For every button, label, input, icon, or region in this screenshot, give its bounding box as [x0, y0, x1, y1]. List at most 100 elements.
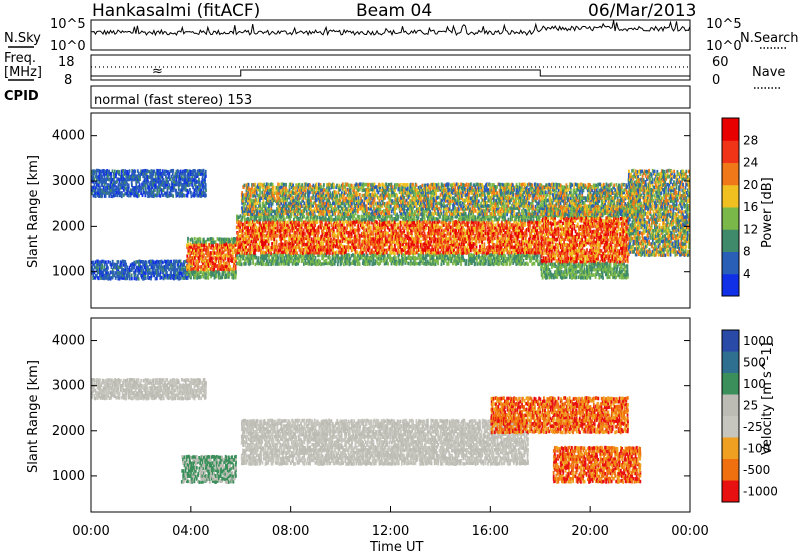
heatmap-cell [456, 214, 459, 218]
heatmap-cell [284, 225, 287, 230]
heatmap-cell [126, 186, 129, 190]
heatmap-cell [489, 231, 492, 236]
heatmap-cell [441, 243, 444, 247]
heatmap-cell [499, 258, 502, 263]
heatmap-cell [470, 255, 473, 260]
power-heatmap-data [91, 168, 690, 281]
heatmap-cell [106, 171, 108, 176]
heatmap-cell [313, 239, 316, 244]
heatmap-cell [255, 214, 258, 218]
heatmap-cell [511, 259, 513, 263]
heatmap-cell [465, 259, 468, 263]
heatmap-cell [498, 254, 501, 258]
heatmap-cell [416, 237, 419, 242]
heatmap-cell [367, 229, 370, 233]
heatmap-cell [291, 220, 294, 224]
heatmap-cell [151, 265, 154, 270]
heatmap-cell [336, 223, 339, 228]
heatmap-cell [331, 244, 334, 249]
heatmap-cell [436, 225, 438, 230]
heatmap-cell [457, 222, 460, 227]
heatmap-cell [95, 185, 98, 189]
heatmap-cell [349, 245, 352, 250]
heatmap-cell [92, 180, 95, 184]
heatmap-cell [182, 169, 184, 174]
heatmap-cell [465, 239, 468, 243]
heatmap-cell [487, 240, 489, 244]
heatmap-cell [274, 247, 277, 252]
heatmap-cell [392, 233, 395, 238]
heatmap-cell [382, 256, 385, 260]
heatmap-cell [305, 234, 308, 239]
heatmap-cell [387, 231, 389, 236]
heatmap-cell [279, 246, 281, 250]
heatmap-cell [204, 256, 207, 260]
heatmap-cell [438, 237, 441, 241]
heatmap-cell [356, 214, 359, 218]
heatmap-cell [253, 253, 256, 257]
heatmap-cell [493, 218, 496, 222]
heatmap-cell [448, 231, 451, 236]
heatmap-cell [110, 188, 113, 192]
heatmap-cell [299, 254, 302, 258]
heatmap-cell [382, 253, 385, 258]
heatmap-cell [176, 273, 179, 277]
heatmap-cell [192, 178, 195, 182]
heatmap-cell [132, 262, 135, 266]
heatmap-cell [375, 255, 378, 260]
heatmap-cell [446, 225, 448, 230]
heatmap-cell [231, 254, 234, 258]
heatmap-cell [241, 237, 244, 242]
heatmap-cell [407, 226, 410, 230]
heatmap-cell [230, 242, 233, 247]
heatmap-cell [126, 193, 129, 198]
heatmap-cell [309, 259, 312, 263]
heatmap-cell [98, 169, 100, 173]
heatmap-cell [493, 248, 496, 252]
heatmap-cell [512, 248, 515, 253]
heatmap-cell [506, 223, 509, 228]
heatmap-cell [286, 231, 288, 235]
heatmap-cell [250, 234, 253, 239]
heatmap-cell [470, 259, 472, 263]
heatmap-cell [336, 253, 339, 258]
heatmap-cell [201, 191, 204, 195]
heatmap-cell [267, 233, 270, 238]
heatmap-cell [96, 168, 99, 173]
heatmap-cell [505, 230, 508, 235]
heatmap-cell [237, 231, 239, 236]
heatmap-cell [130, 191, 133, 196]
heatmap-cell [366, 242, 369, 246]
heatmap-cell [352, 217, 354, 221]
heatmap-cell [92, 188, 95, 193]
heatmap-cell [210, 270, 212, 274]
heatmap-cell [330, 223, 333, 228]
heatmap-cell [488, 236, 491, 240]
heatmap-cell [521, 248, 524, 252]
heatmap-cell [476, 228, 479, 232]
heatmap-cell [449, 256, 452, 261]
heatmap-cell [137, 265, 140, 269]
heatmap-cell [197, 265, 200, 269]
heatmap-cell [355, 228, 358, 233]
heatmap-cell [218, 237, 221, 241]
heatmap-cell [501, 251, 504, 256]
heatmap-cell [181, 186, 184, 190]
heatmap-cell [313, 234, 316, 238]
heatmap-cell [495, 231, 497, 236]
heatmap-cell [135, 174, 138, 179]
heatmap-cell [231, 247, 234, 252]
heatmap-cell [442, 237, 445, 241]
heatmap-cell [457, 258, 460, 263]
heatmap-cell [118, 172, 121, 177]
heatmap-cell [304, 246, 307, 250]
heatmap-cell [456, 261, 459, 266]
heatmap-cell [275, 228, 278, 233]
heatmap-cell [428, 240, 430, 244]
heatmap-cell [228, 245, 231, 249]
heatmap-cell [432, 261, 435, 266]
heatmap-cell [404, 220, 407, 225]
heatmap-cell [430, 215, 433, 219]
heatmap-cell [143, 171, 146, 176]
heatmap-cell [384, 222, 387, 227]
